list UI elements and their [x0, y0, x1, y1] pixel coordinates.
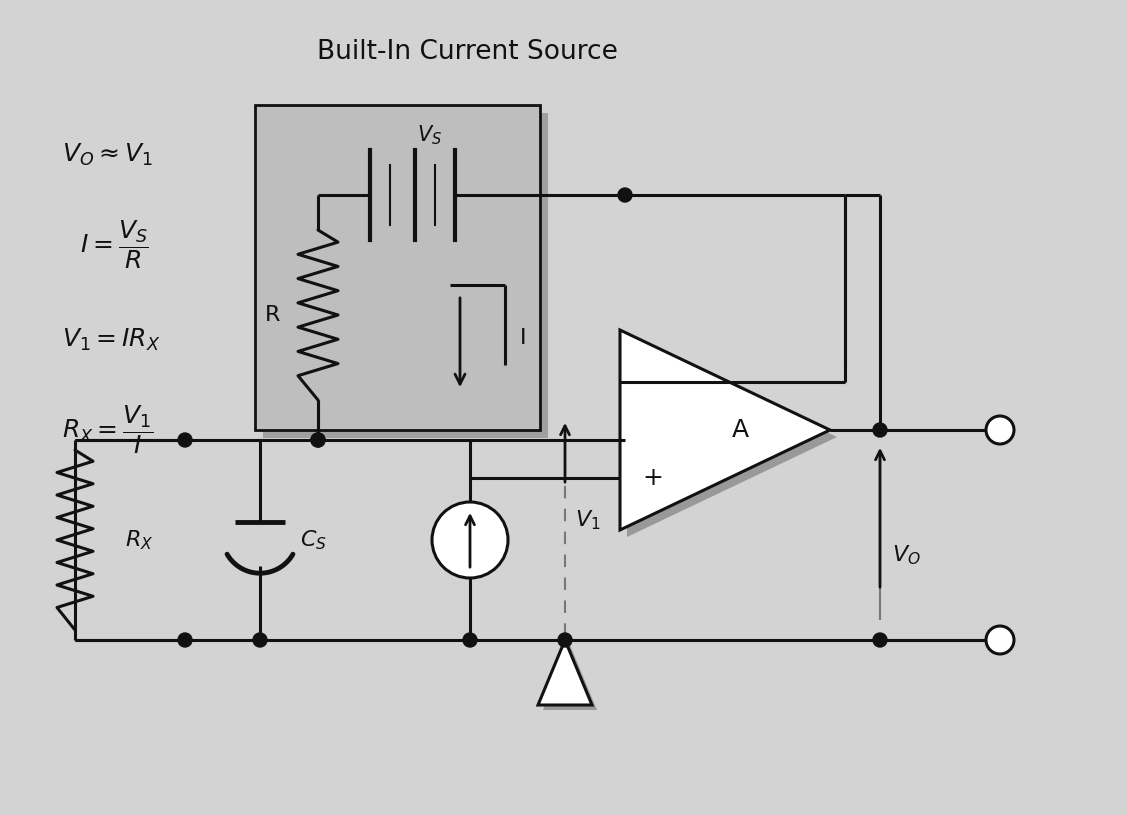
Circle shape [873, 633, 887, 647]
Circle shape [311, 433, 325, 447]
Circle shape [178, 633, 192, 647]
Circle shape [463, 633, 477, 647]
Polygon shape [627, 337, 837, 537]
Polygon shape [543, 645, 597, 710]
Text: $V_O \approx V_1$: $V_O \approx V_1$ [62, 142, 153, 168]
Circle shape [252, 633, 267, 647]
Text: $V_1 = I R_X$: $V_1 = I R_X$ [62, 327, 161, 353]
Circle shape [311, 433, 325, 447]
Text: $R_X$: $R_X$ [125, 528, 153, 552]
FancyBboxPatch shape [263, 113, 548, 438]
Text: $R_X = \dfrac{V_1}{I}$: $R_X = \dfrac{V_1}{I}$ [62, 404, 153, 456]
Circle shape [558, 633, 573, 647]
Text: $I = \dfrac{V_S}{R}$: $I = \dfrac{V_S}{R}$ [80, 219, 149, 271]
Text: $V_S$: $V_S$ [417, 123, 443, 147]
Text: Built-In Current Source: Built-In Current Source [318, 39, 618, 65]
Circle shape [986, 416, 1014, 444]
Circle shape [178, 433, 192, 447]
Polygon shape [538, 640, 592, 705]
Circle shape [873, 423, 887, 437]
Polygon shape [620, 330, 829, 530]
Text: A: A [731, 418, 748, 442]
Circle shape [432, 502, 508, 578]
Text: $V_1$: $V_1$ [575, 509, 601, 532]
FancyBboxPatch shape [255, 105, 540, 430]
Text: $V_O$: $V_O$ [891, 544, 921, 566]
Circle shape [618, 188, 632, 202]
Text: $+$: $+$ [642, 466, 663, 490]
Text: I: I [520, 328, 526, 348]
Circle shape [986, 626, 1014, 654]
Text: $-$: $-$ [642, 370, 663, 394]
Text: R: R [265, 305, 281, 325]
Text: $C_S$: $C_S$ [300, 528, 327, 552]
